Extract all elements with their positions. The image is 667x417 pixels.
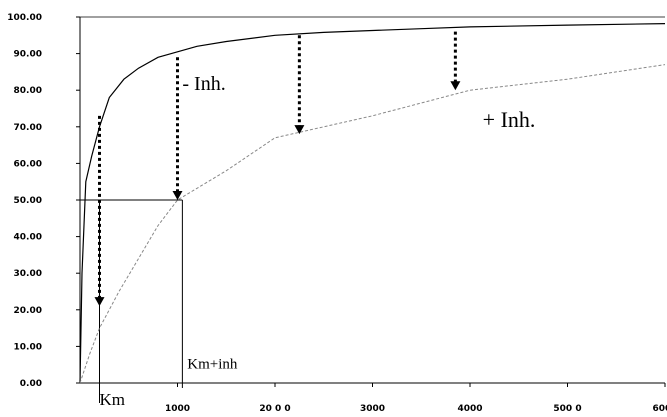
series-lines xyxy=(79,23,666,384)
with-inhibitor-curve xyxy=(79,64,666,384)
x-tick-label: 20 0 0 xyxy=(259,404,290,414)
tick-labels: 0.00 10.00 20.00 30.00 40.00 50.00 60.00 70.00 8… xyxy=(7,13,667,414)
y-tick-label: 100.00 xyxy=(7,13,42,23)
y-tick-label: 60.00 xyxy=(14,159,42,169)
x-tick-label: 500 0 xyxy=(553,404,581,414)
x-tick-label: 1000 xyxy=(165,404,190,414)
y-tick-label: 10.00 xyxy=(14,342,42,352)
annotation-label: Km xyxy=(100,390,126,409)
no-inhibitor-curve xyxy=(79,23,666,384)
annotation-label: - Inh. xyxy=(182,73,225,95)
x-tick-label: 6000 xyxy=(652,404,667,414)
y-tick-label: 40.00 xyxy=(14,233,42,243)
annotation-label: Km+inh xyxy=(187,356,238,372)
x-tick-label: 3000 xyxy=(360,404,385,414)
inhibition-arrow-head xyxy=(294,125,305,135)
annotations: - Inh. + Inh. Km+inh Km xyxy=(100,73,536,409)
y-tick-label: 20.00 xyxy=(14,306,42,316)
inhibition-arrow-head xyxy=(94,297,105,307)
inhibition-arrow-head xyxy=(450,81,461,91)
x-tick-label: 4000 xyxy=(457,404,482,414)
inhibition-arrows xyxy=(94,31,461,307)
y-tick-label: 90.00 xyxy=(14,50,42,60)
y-tick-label: 50.00 xyxy=(14,196,42,206)
annotation-label: + Inh. xyxy=(483,107,536,132)
y-tick-label: 30.00 xyxy=(14,269,42,279)
y-tick-label: 0.00 xyxy=(20,379,42,389)
reference-lines xyxy=(80,199,183,403)
inhibition-arrow-head xyxy=(172,191,183,200)
y-tick-label: 70.00 xyxy=(14,123,42,133)
y-tick-label: 80.00 xyxy=(14,86,42,96)
